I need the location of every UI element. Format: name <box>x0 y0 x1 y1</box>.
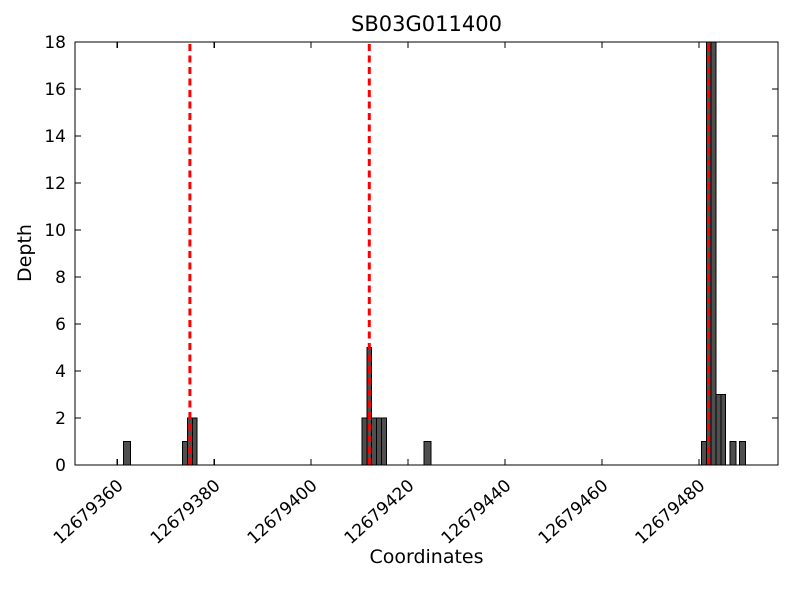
depth-bar <box>720 394 727 466</box>
y-tick-label: 14 <box>44 127 66 147</box>
depth-bar <box>739 441 747 466</box>
x-axis-label: Coordinates <box>369 546 484 568</box>
y-tick-label: 16 <box>44 80 66 100</box>
y-tick-label: 2 <box>55 409 66 429</box>
depth-bar <box>376 417 382 466</box>
y-tick-label: 18 <box>44 33 66 53</box>
y-tick-label: 10 <box>44 221 66 241</box>
depth-bar <box>700 441 707 466</box>
chart-title: SB03G011400 <box>351 12 502 36</box>
depth-bar <box>122 441 131 466</box>
depth-bar <box>380 417 387 466</box>
x-tick-label: 12679380 <box>147 476 225 549</box>
x-tick-label: 12679420 <box>341 476 419 549</box>
x-tick-label: 12679460 <box>535 476 613 549</box>
y-tick-label: 4 <box>55 362 66 382</box>
x-tick-label: 12679360 <box>50 476 128 549</box>
depth-bar <box>729 441 737 466</box>
depth-bar <box>191 417 198 466</box>
depth-bar <box>371 417 378 466</box>
x-tick-label: 12679400 <box>244 476 322 549</box>
depth-bar <box>715 394 722 466</box>
y-tick-label: 8 <box>55 268 66 288</box>
depth-bar <box>182 441 188 466</box>
x-tick-label: 12679480 <box>632 476 710 549</box>
x-tick-label: 12679440 <box>438 476 516 549</box>
depth-bar <box>710 41 717 466</box>
y-tick-label: 12 <box>44 174 66 194</box>
depth-bar <box>423 441 432 466</box>
plot-border <box>74 41 779 466</box>
y-tick-label: 6 <box>55 315 66 335</box>
y-tick-label: 0 <box>55 456 66 476</box>
depth-bar <box>361 417 368 466</box>
